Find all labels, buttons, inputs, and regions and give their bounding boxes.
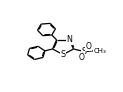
Text: O: O: [79, 53, 85, 62]
Text: S: S: [61, 50, 66, 59]
Text: O: O: [85, 42, 91, 51]
Text: S: S: [81, 47, 86, 56]
Text: CH₃: CH₃: [93, 48, 106, 54]
Text: N: N: [67, 35, 72, 44]
